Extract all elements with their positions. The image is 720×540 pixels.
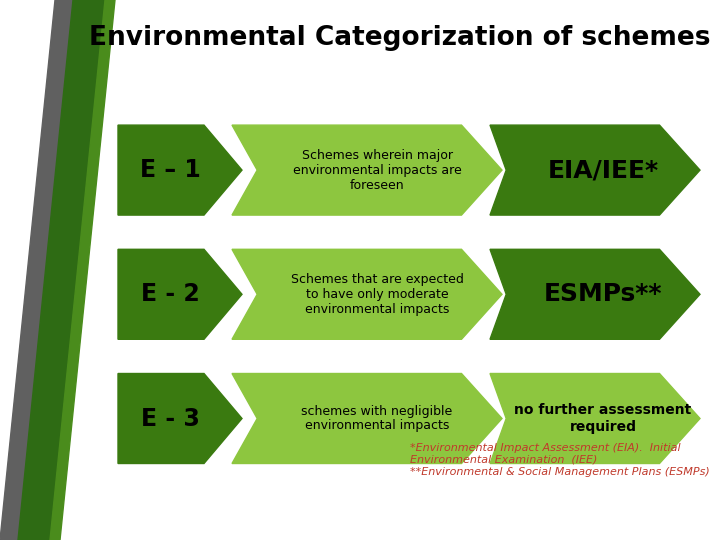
Polygon shape [18,0,105,540]
Text: E - 2: E - 2 [140,282,199,306]
Text: E - 3: E - 3 [140,407,199,430]
Text: Environmental Examination  (IEE): Environmental Examination (IEE) [410,455,598,465]
Polygon shape [232,249,502,339]
Polygon shape [232,374,502,463]
Polygon shape [490,374,700,463]
Text: no further assessment
required: no further assessment required [514,403,692,434]
Polygon shape [118,249,242,339]
Polygon shape [0,0,73,540]
Polygon shape [490,125,700,215]
Text: *Environmental Impact Assessment (EIA).  Initial: *Environmental Impact Assessment (EIA). … [410,443,680,453]
Polygon shape [118,374,242,463]
Text: Schemes that are expected
to have only moderate
environmental impacts: Schemes that are expected to have only m… [291,273,464,316]
Polygon shape [50,0,115,540]
Polygon shape [490,249,700,339]
Text: ESMPs**: ESMPs** [544,282,662,306]
Text: EIA/IEE*: EIA/IEE* [547,158,659,182]
Polygon shape [232,125,502,215]
Text: E – 1: E – 1 [140,158,200,182]
Text: Environmental Categorization of schemes: Environmental Categorization of schemes [89,25,711,51]
Text: **Environmental & Social Management Plans (ESMPs): **Environmental & Social Management Plan… [410,467,710,477]
Text: Schemes wherein major
environmental impacts are
foreseen: Schemes wherein major environmental impa… [292,148,462,192]
Polygon shape [118,125,242,215]
Text: schemes with negligible
environmental impacts: schemes with negligible environmental im… [302,404,453,433]
